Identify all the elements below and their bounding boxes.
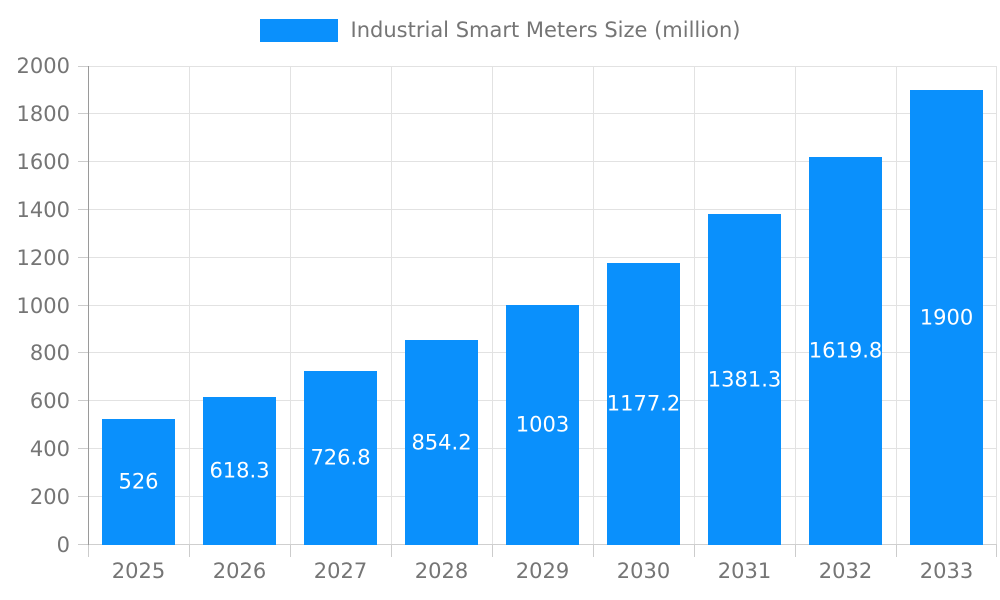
- bar[interactable]: 1003: [506, 305, 579, 545]
- x-tick-mark: [88, 545, 89, 557]
- y-tick-mark: [78, 66, 88, 67]
- v-gridline: [189, 66, 190, 545]
- bar[interactable]: 1381.3: [708, 214, 781, 545]
- h-gridline: [88, 161, 997, 162]
- x-axis-label: 2028: [414, 559, 469, 583]
- y-tick-mark: [78, 400, 88, 401]
- x-axis-label: 2032: [818, 559, 873, 583]
- bar[interactable]: 618.3: [203, 397, 276, 545]
- y-tick-mark: [78, 209, 88, 210]
- x-tick-mark: [896, 545, 897, 557]
- bar-value-label: 1003: [515, 412, 570, 437]
- bar-value-label: 854.2: [411, 430, 472, 454]
- bar[interactable]: 854.2: [405, 340, 478, 545]
- bar-value-label: 618.3: [209, 458, 270, 483]
- y-tick-label: 400: [29, 437, 70, 461]
- h-gridline: [88, 209, 997, 210]
- bar[interactable]: 1900: [910, 90, 983, 545]
- x-tick-mark: [996, 545, 997, 557]
- x-tick-mark: [290, 545, 291, 557]
- v-gridline: [795, 66, 796, 545]
- y-tick-label: 1000: [16, 294, 70, 318]
- x-axis-label: 2030: [616, 559, 671, 583]
- h-gridline: [88, 66, 997, 67]
- bar[interactable]: 526: [102, 419, 175, 545]
- v-gridline: [996, 66, 997, 545]
- y-tick-label: 1600: [16, 150, 70, 174]
- v-gridline: [391, 66, 392, 545]
- y-tick-label: 800: [29, 341, 70, 365]
- bar-value-label: 1381.3: [707, 367, 782, 391]
- y-tick-mark: [78, 113, 88, 114]
- x-axis-label: 2027: [313, 559, 368, 583]
- y-tick-mark: [78, 496, 88, 497]
- y-tick-mark: [78, 352, 88, 353]
- y-tick-mark: [78, 544, 88, 545]
- y-tick-mark: [78, 305, 88, 306]
- v-gridline: [694, 66, 695, 545]
- v-gridline: [492, 66, 493, 545]
- x-tick-mark: [492, 545, 493, 557]
- x-axis-label: 2026: [212, 559, 267, 583]
- x-axis-label: 2025: [111, 559, 166, 583]
- y-tick-label: 2000: [16, 54, 70, 78]
- v-gridline: [896, 66, 897, 545]
- legend-item[interactable]: Industrial Smart Meters Size (million): [0, 16, 1000, 44]
- y-tick-label: 1800: [16, 102, 70, 126]
- bar-value-label: 1619.8: [808, 338, 883, 363]
- y-tick-mark: [78, 257, 88, 258]
- bar-value-label: 526: [118, 469, 159, 494]
- bar[interactable]: 1177.2: [607, 263, 680, 545]
- y-tick-label: 0: [56, 533, 70, 557]
- x-tick-mark: [593, 545, 594, 557]
- bar[interactable]: 726.8: [304, 371, 377, 545]
- y-tick-mark: [78, 448, 88, 449]
- bar-value-label: 726.8: [310, 445, 371, 470]
- bar[interactable]: 1619.8: [809, 157, 882, 545]
- x-axis-label: 2029: [515, 559, 570, 583]
- bar-value-label: 1177.2: [606, 391, 681, 416]
- y-tick-label: 1200: [16, 246, 70, 270]
- y-tick-label: 1400: [16, 198, 70, 222]
- legend-swatch: [259, 18, 338, 42]
- y-tick-label: 600: [29, 389, 70, 413]
- x-tick-mark: [694, 545, 695, 557]
- x-tick-mark: [189, 545, 190, 557]
- v-gridline: [290, 66, 291, 545]
- x-axis-label: 2031: [717, 559, 772, 583]
- bar-value-label: 1900: [919, 305, 974, 329]
- plot-area: 0 200 400 600 800 1000 1200 1400 1600 1800 2000 526…: [17, 56, 997, 582]
- h-gridline: [88, 113, 997, 114]
- y-axis-line: [88, 66, 89, 545]
- x-tick-mark: [795, 545, 796, 557]
- x-tick-mark: [391, 545, 392, 557]
- v-gridline: [593, 66, 594, 545]
- x-axis-label: 2033: [919, 559, 974, 583]
- h-gridline: [88, 257, 997, 258]
- y-tick-label: 200: [29, 485, 70, 509]
- y-tick-mark: [78, 161, 88, 162]
- legend-label: Industrial Smart Meters Size (million): [350, 18, 741, 42]
